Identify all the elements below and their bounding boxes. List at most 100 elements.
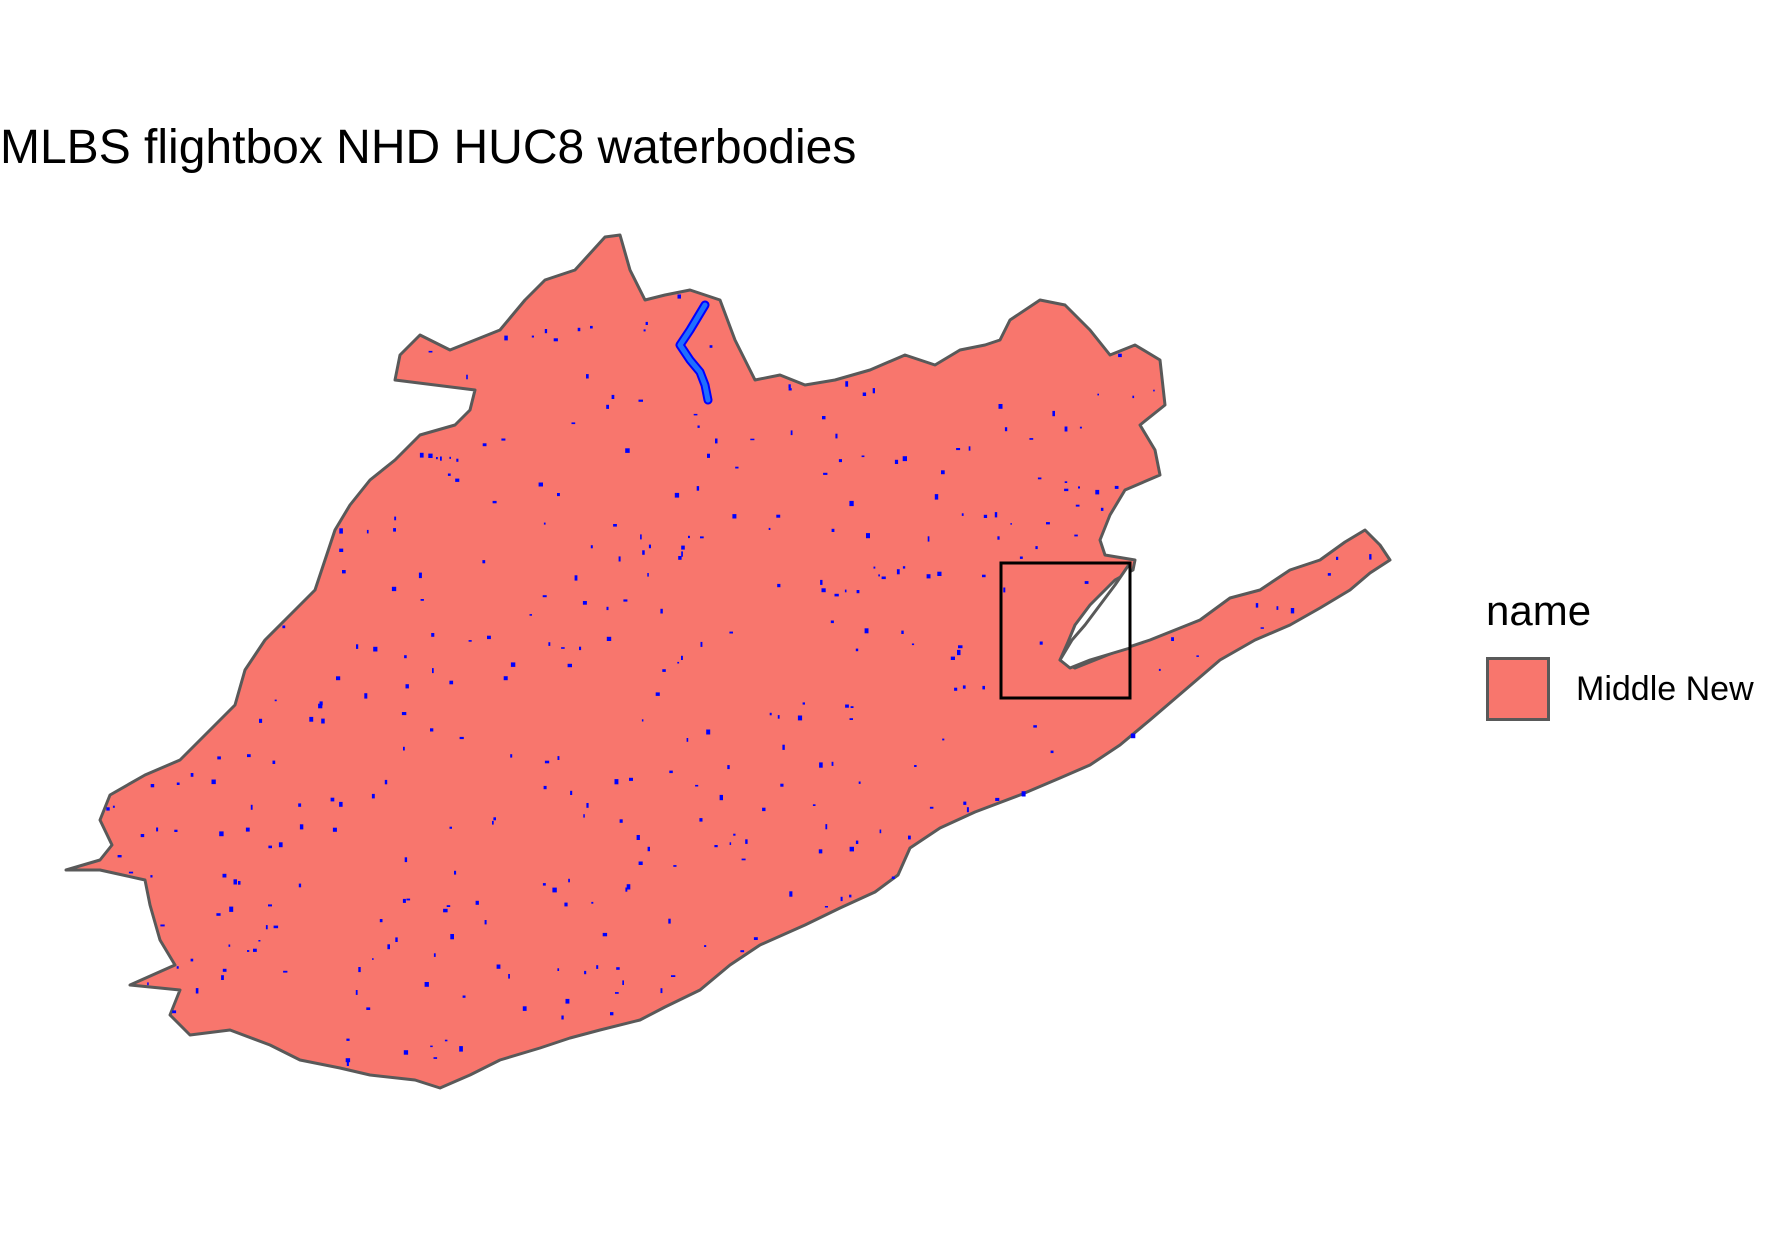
waterbody-mark [614, 779, 619, 785]
waterbody-mark [561, 1015, 564, 1020]
waterbody-mark [395, 937, 398, 942]
waterbody-mark [330, 797, 335, 802]
waterbody-mark [968, 446, 971, 451]
waterbody-mark [278, 842, 283, 848]
waterbody-mark [568, 878, 570, 883]
waterbody-mark [544, 329, 548, 334]
waterbody-mark [436, 457, 438, 460]
waterbody-mark [531, 335, 534, 338]
waterbody-mark [934, 494, 939, 500]
waterbody-mark [858, 781, 861, 784]
waterbody-mark [430, 728, 434, 732]
waterbody-mark [247, 754, 251, 758]
waterbody-mark [571, 422, 576, 425]
legend-item: Middle New [1486, 657, 1754, 721]
waterbody-mark [1004, 427, 1008, 432]
waterbody-mark [404, 655, 407, 659]
waterbody-mark [106, 807, 110, 811]
waterbody-mark [797, 715, 803, 721]
waterbody-mark [557, 756, 560, 760]
waterbody-mark [406, 898, 411, 901]
waterbody-mark [956, 448, 961, 451]
waterbody-mark [643, 329, 646, 332]
waterbody-mark [681, 545, 685, 550]
waterbody-mark [391, 586, 397, 592]
waterbody-mark [894, 459, 899, 464]
waterbody-mark [647, 846, 650, 852]
legend-label: Middle New [1576, 669, 1754, 708]
waterbody-mark [878, 574, 880, 577]
waterbody-mark [564, 902, 568, 907]
waterbody-mark [577, 327, 581, 332]
waterbody-mark [872, 388, 875, 394]
waterbody-mark [1019, 556, 1023, 559]
waterbody-mark [625, 887, 628, 892]
waterbody-mark [1097, 393, 1099, 396]
waterbody-mark [997, 536, 1000, 540]
waterbody-mark [586, 374, 589, 379]
waterbody-mark [1132, 395, 1135, 399]
waterbody-mark [319, 701, 323, 706]
waterbody-mark [618, 556, 621, 562]
waterbody-mark [780, 783, 784, 787]
waterbody-mark [648, 544, 651, 549]
waterbody-mark [856, 590, 860, 594]
waterbody-mark [998, 404, 1003, 409]
waterbody-mark [825, 824, 828, 830]
waterbody-mark [430, 1045, 433, 1048]
waterbody-mark [282, 625, 286, 629]
waterbody-mark [332, 827, 337, 832]
waterbody-mark [740, 950, 745, 953]
waterbody-mark [788, 384, 791, 389]
plot-title: MLBS flightbox NHD HUC8 waterbodies [0, 121, 857, 174]
waterbody-mark [574, 575, 578, 581]
waterbody-mark [403, 1050, 409, 1055]
waterbody-mark [1336, 556, 1339, 560]
waterbody-mark [245, 827, 250, 832]
waterbody-mark [929, 806, 934, 809]
waterbody-mark [356, 644, 359, 649]
waterbody-mark [1095, 489, 1100, 495]
waterbody-mark [1033, 725, 1037, 728]
waterbody-mark [584, 970, 587, 975]
waterbody-mark [864, 628, 869, 634]
waterbody-mark [1118, 353, 1122, 358]
waterbody-mark [911, 643, 915, 646]
waterbody-mark [845, 704, 849, 708]
waterbody-mark [228, 944, 231, 947]
waterbody-mark [150, 784, 155, 788]
waterbody-mark [591, 901, 594, 904]
waterbody-mark [950, 656, 955, 660]
waterbody-mark [538, 482, 543, 487]
waterbody-mark [174, 829, 178, 832]
waterbody-mark [366, 1007, 371, 1010]
waterbody-mark [283, 970, 288, 973]
waterbody-mark [677, 661, 680, 664]
waterbody-mark [681, 655, 683, 660]
waterbody-mark [824, 906, 828, 908]
waterbody-mark [704, 945, 707, 947]
waterbody-mark [443, 908, 448, 913]
waterbody-mark [455, 478, 460, 482]
waterbody-mark [606, 404, 609, 409]
waterbody-mark [446, 905, 451, 907]
waterbody-mark [487, 635, 491, 640]
waterbody-mark [309, 716, 314, 722]
waterbody-mark [1010, 523, 1012, 525]
waterbody-mark [616, 967, 620, 970]
waterbody-mark [553, 338, 558, 342]
waterbody-mark [176, 966, 179, 969]
waterbody-mark [501, 438, 506, 441]
waterbody-mark [484, 920, 487, 925]
waterbody-mark [259, 718, 263, 723]
waterbody-mark [937, 571, 942, 576]
waterbody-mark [700, 641, 703, 647]
waterbody-mark [636, 835, 640, 840]
waterbody-mark [482, 560, 486, 564]
waterbody-mark [299, 824, 304, 830]
waterbody-mark [850, 706, 854, 708]
waterbody-mark [849, 846, 854, 852]
waterbody-mark [961, 513, 964, 516]
waterbody-mark [565, 998, 570, 1004]
waterbody-mark [419, 452, 424, 458]
